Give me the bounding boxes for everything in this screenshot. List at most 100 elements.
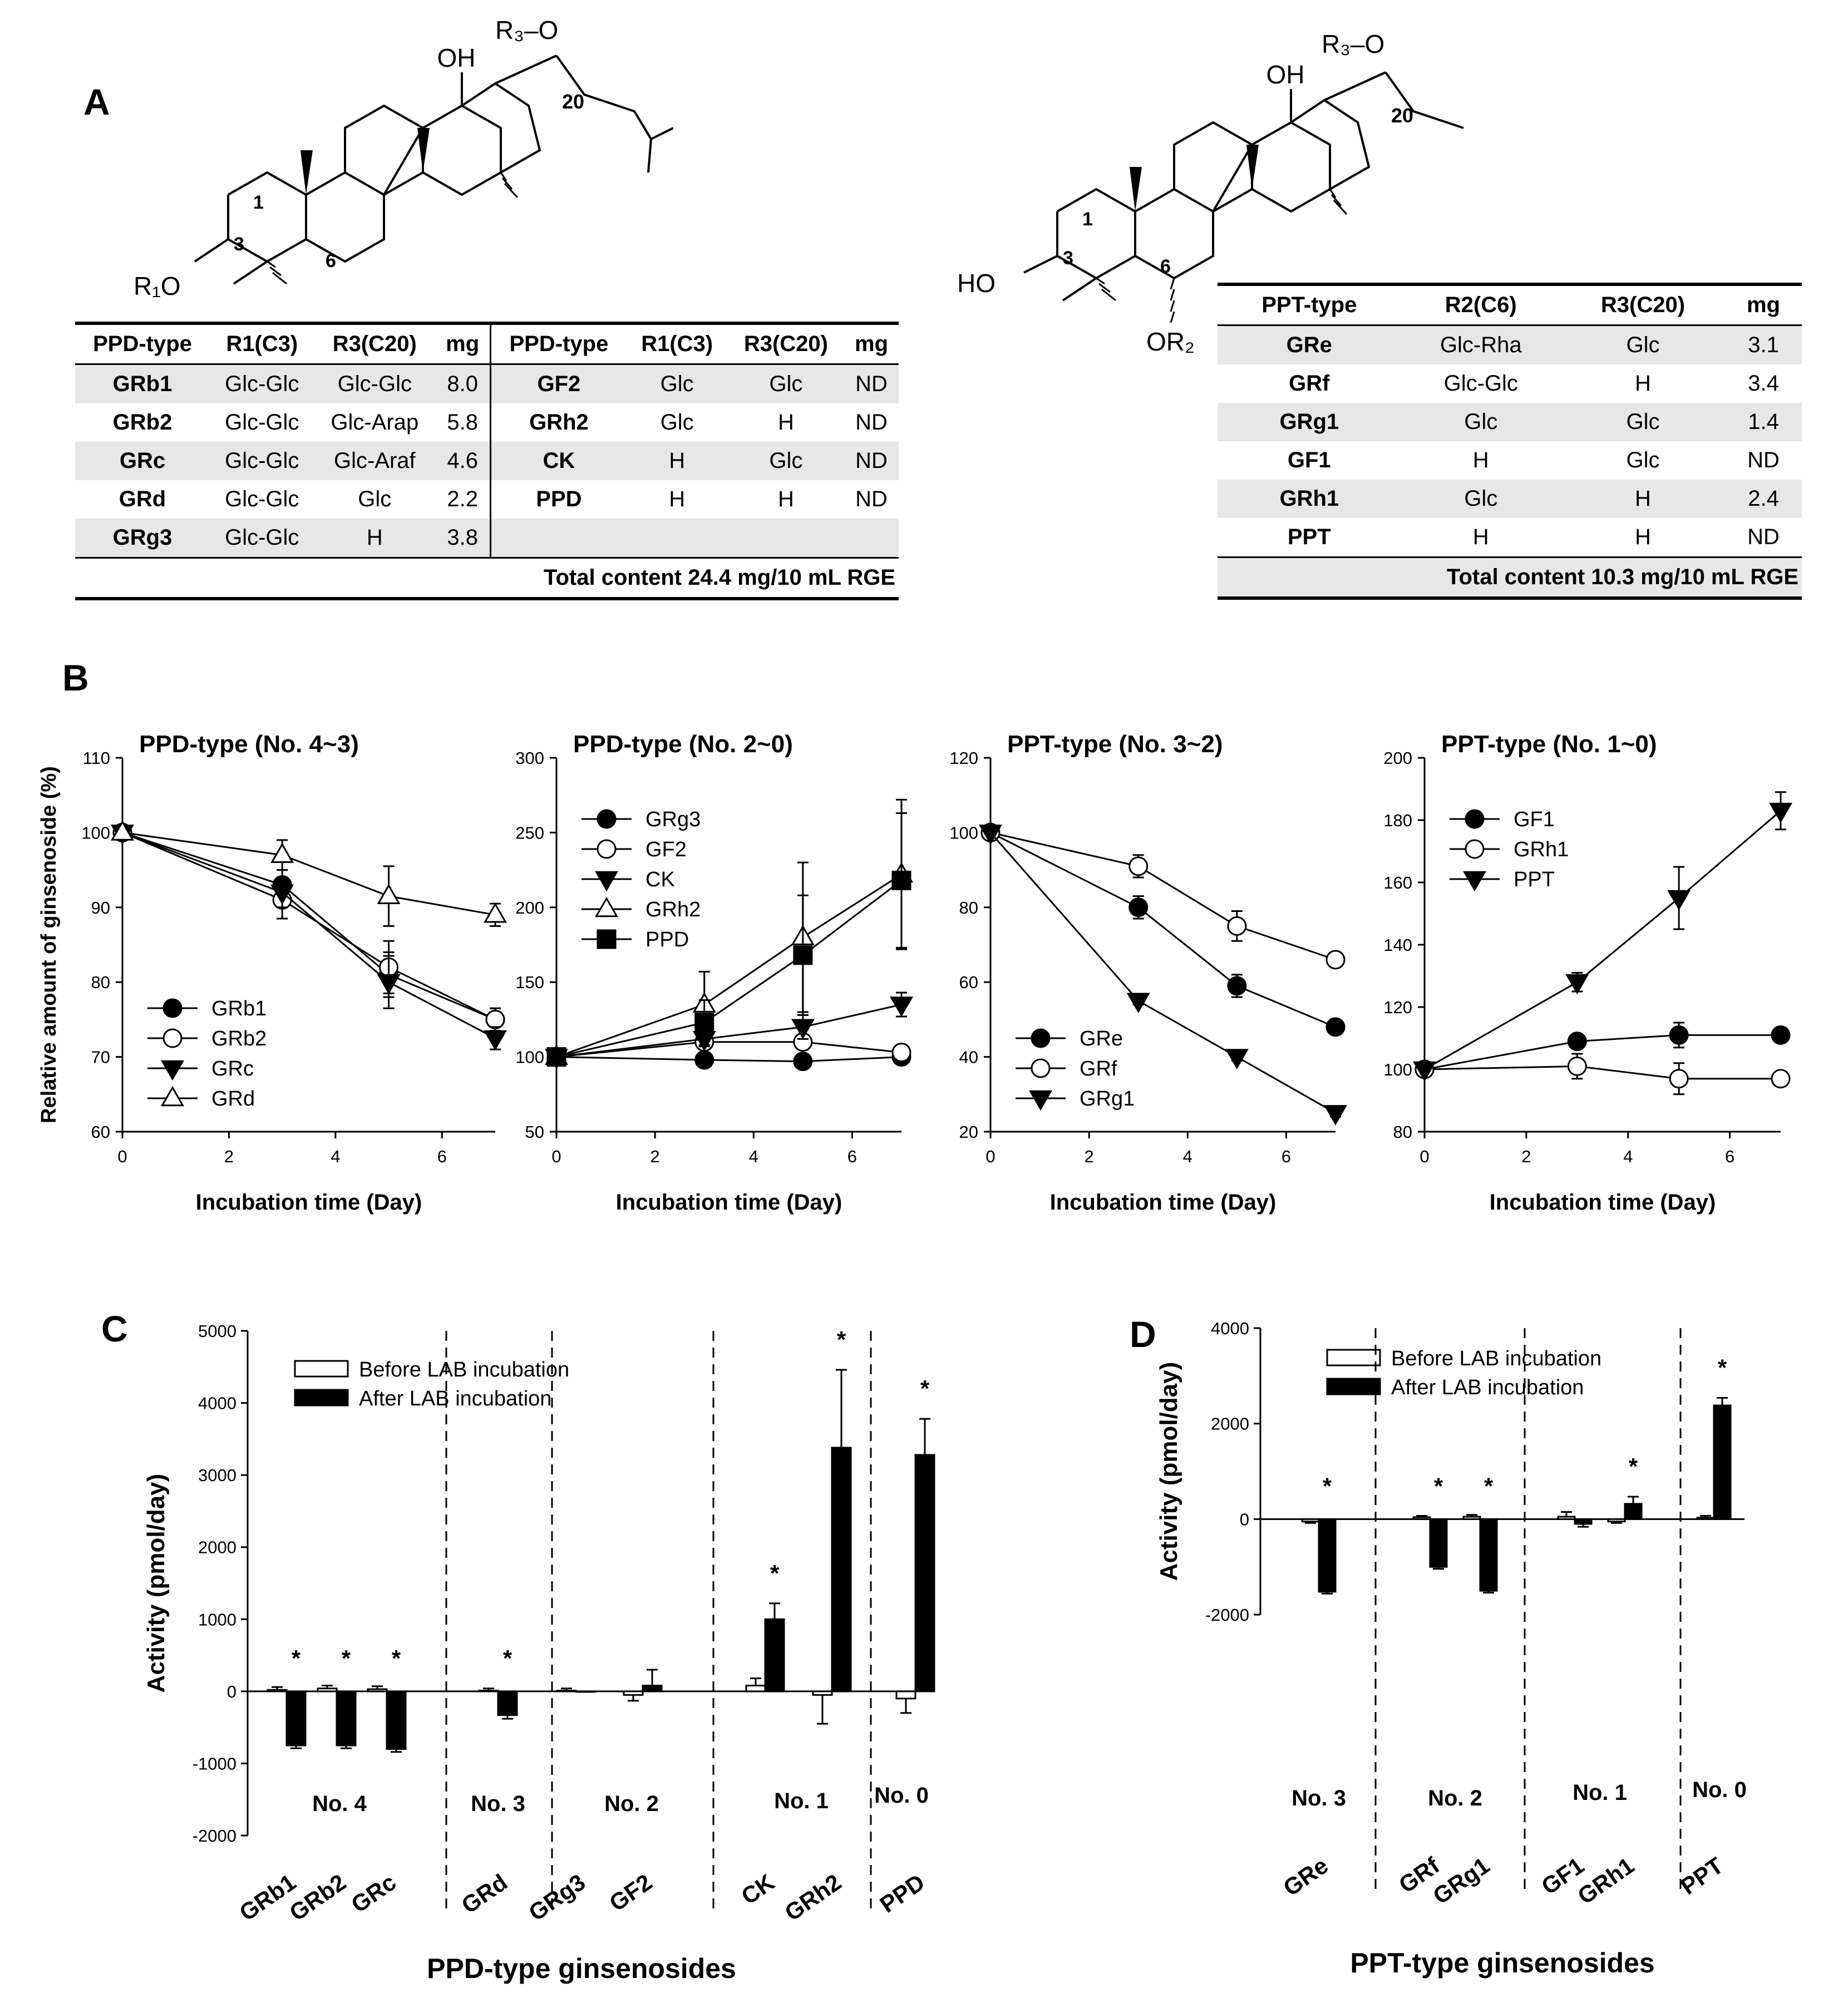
y-tick-label: 100: [1383, 1060, 1412, 1079]
header-r3-ppt: R3(C20): [1600, 293, 1686, 317]
legend-label: After LAB incubation: [1391, 1376, 1584, 1399]
ppt-c3-label: 3: [1063, 248, 1073, 269]
category-label: GRg3: [524, 1869, 590, 1926]
table-cell: Glc-Glc: [225, 487, 299, 511]
legend-label: Before LAB incubation: [1391, 1347, 1601, 1370]
header-ppt-type: PPT-type: [1261, 293, 1357, 317]
legend-marker: [162, 1028, 183, 1048]
x-tick-label: 2: [1521, 1147, 1531, 1166]
table-cell: 8.0: [435, 364, 491, 403]
data-point: [270, 884, 294, 905]
y-tick-label: 160: [1383, 873, 1412, 892]
table-cell: [490, 519, 627, 558]
table-cell: Glc: [1560, 403, 1726, 441]
panel-label-c: C: [101, 1308, 128, 1349]
y-tick-label: 90: [91, 898, 110, 917]
bar-CK: [745, 1684, 766, 1693]
legend-label: CK: [645, 868, 675, 891]
data-point: [1771, 1025, 1791, 1045]
table-cell: CK: [490, 442, 627, 480]
y-tick-label: 2000: [198, 1538, 236, 1557]
table-cell: Glc-Rha: [1401, 325, 1561, 364]
table-cell: GF2: [490, 364, 627, 403]
significance-star: *: [1629, 1453, 1638, 1479]
group-label: No. 4: [312, 1792, 367, 1816]
legend-marker: [597, 929, 617, 949]
group-label: No. 3: [1292, 1786, 1346, 1810]
ppt-ho-label: HO: [957, 269, 996, 298]
x-axis-label: Incubation time (Day): [196, 1190, 422, 1215]
ppd-total-content: Total content 24.4 mg/10 mL RGE: [544, 565, 895, 590]
category-label: GRh2: [780, 1869, 846, 1926]
table-cell: Glc-Araf: [314, 442, 436, 480]
significance-star: *: [837, 1326, 846, 1353]
chart-ppt-no1-0: 80 100 120 140 160 180 200 0 2 4 6 PPT-type (No. 1~…: [1383, 731, 1792, 1215]
data-point: [793, 1052, 813, 1072]
y-tick-label: 100: [515, 1048, 544, 1067]
y-tick-label: 0: [1240, 1509, 1249, 1529]
header-r1: R1(C3): [226, 332, 298, 356]
data-point: [1325, 950, 1346, 970]
table-row: GRc Glc-Glc Glc-Araf 4.6 CK H Glc ND: [75, 442, 899, 480]
ppd-type-table: PPD-type R1(C3) R3(C20) mg PPD-type R1(C…: [75, 322, 899, 600]
x-axis-label: Incubation time (Day): [1490, 1190, 1716, 1215]
group-label: No. 0: [1692, 1778, 1747, 1802]
chart-ppt-activity: -2000 0 2000 4000 Activity (pmol/day) PPT-typ…: [1155, 1319, 1747, 1979]
bar-GRd: [497, 1690, 518, 1716]
group-label: No. 3: [471, 1792, 525, 1816]
panel-label-d: D: [1130, 1314, 1156, 1355]
category-label: GRe: [1278, 1852, 1333, 1901]
y-tick-label: 80: [959, 898, 978, 917]
table-cell: [844, 519, 899, 558]
x-axis-label: PPD-type ginsenosides: [427, 1953, 736, 1984]
bar-GRh2: [831, 1447, 852, 1693]
chart-ppd-activity: -2000 -1000 0 1000 2000 3000 4000 5000 Activity …: [142, 1321, 935, 1984]
legend-label: GRe: [1080, 1027, 1123, 1050]
bar-GRg1: [1462, 1516, 1481, 1520]
ppd-r3o-label: R₃–O: [495, 16, 558, 45]
series-line: [556, 874, 902, 1058]
ppt-c1-label: 1: [1082, 209, 1093, 230]
significance-star: *: [770, 1560, 780, 1586]
series-line: [122, 831, 496, 1039]
y-tick-label: 120: [949, 748, 978, 768]
data-point: [1227, 976, 1247, 996]
category-label: GF2: [604, 1869, 657, 1916]
table-cell: Glc: [660, 410, 694, 435]
header-r3: R3(C20): [332, 332, 417, 356]
bar-GRh2: [812, 1690, 833, 1696]
chart-title: PPD-type (No. 4~3): [139, 731, 359, 758]
ppt-oh-label: OH: [1267, 60, 1305, 89]
legend-marker: [1031, 1058, 1051, 1078]
y-tick-label: 100: [949, 823, 978, 842]
table-cell: H: [1635, 371, 1651, 396]
series-line: [556, 880, 902, 1058]
table-cell: 5.8: [447, 410, 478, 435]
legend-marker: [162, 998, 183, 1018]
table-cell: GRb2: [112, 410, 173, 435]
header-ppd-type: PPD-type: [93, 332, 192, 356]
table-cell: Glc: [727, 442, 845, 480]
bar-GRb2: [336, 1690, 357, 1746]
series-GRf: [980, 822, 1346, 970]
x-tick-label: 2: [651, 1147, 660, 1166]
y-tick-label: 60: [959, 973, 978, 992]
x-tick-label: 6: [847, 1147, 857, 1166]
y-tick-label: 2000: [1211, 1414, 1249, 1434]
legend-label: GRh2: [645, 898, 701, 921]
category-label: CK: [737, 1869, 780, 1910]
table-cell: ND: [844, 442, 899, 480]
bar-GRf: [1412, 1516, 1431, 1520]
chart-title: PPT-type (No. 1~0): [1441, 731, 1657, 758]
data-point: [1126, 993, 1150, 1014]
chart-title: PPD-type (No. 2~0): [573, 731, 793, 758]
table-cell: Glc: [1626, 448, 1660, 472]
y-tick-label: 60: [91, 1122, 110, 1142]
data-point: [1669, 1069, 1689, 1089]
y-tick-label: 4000: [1211, 1319, 1249, 1338]
category-label: GRb1: [234, 1869, 300, 1926]
legend-label: GRg1: [1080, 1087, 1135, 1111]
y-tick-label: -2000: [193, 1826, 236, 1846]
legend-swatch: [294, 1360, 349, 1378]
legend-swatch: [1326, 1378, 1381, 1395]
